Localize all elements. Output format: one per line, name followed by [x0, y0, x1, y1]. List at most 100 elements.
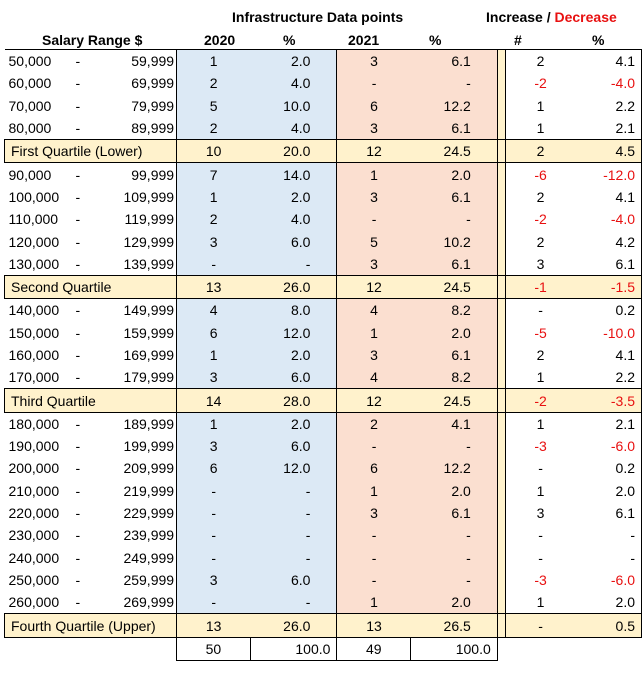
count-2020: 14	[176, 388, 251, 413]
range-dash: -	[75, 415, 81, 432]
pct-2021: -	[410, 546, 498, 569]
count-2021: -	[336, 208, 411, 231]
range-high: 79,999	[131, 97, 175, 114]
range-low: 70,000	[8, 97, 52, 114]
count-2021: 3	[336, 343, 411, 367]
table-row: 200,000-209,999 6 12.0 6 12.2-0.2	[5, 457, 642, 480]
table-row: 180,000-189,999 1 2.0 2 4.1 1 2.1	[5, 412, 642, 436]
count-2020: 13	[176, 274, 251, 300]
change-pct: -	[575, 524, 642, 547]
spacer-column	[497, 412, 506, 436]
range-high: 139,999	[123, 255, 175, 272]
pct-2020: 8.0	[250, 298, 337, 322]
pct-2020: 12.0	[250, 457, 337, 480]
range-high: 259,999	[123, 571, 175, 588]
range-high: 219,999	[123, 482, 175, 499]
range-low: 90,000	[8, 166, 52, 183]
range-dash: -	[75, 211, 81, 228]
range-high: 269,999	[123, 594, 175, 611]
change-count: 2	[536, 233, 545, 250]
change-pct: -	[575, 546, 642, 569]
range-high: 109,999	[123, 188, 175, 205]
count-2021: -	[336, 568, 411, 592]
change-count: 2	[505, 49, 576, 73]
count-2021: 4	[336, 366, 411, 389]
salary-table-body: 50,000-59,999 1 2.0 3 6.1 2 4.1 60,000-69,999 2 4…	[3, 49, 642, 662]
pct-2021: 10.2	[410, 230, 498, 253]
pct-2021: -	[410, 72, 498, 95]
count-2021: 6	[336, 94, 411, 117]
change-count: -1	[505, 274, 576, 300]
count-2021: 12	[336, 274, 411, 300]
change-pct: 4.2	[575, 230, 642, 253]
count-2021: -	[336, 546, 411, 569]
pct-2021: 24.5	[410, 388, 498, 413]
change-pct: 2.2	[575, 94, 642, 117]
pct-2020: 20.0	[250, 139, 337, 164]
pct-2021: 4.1	[410, 412, 498, 436]
spacer-column	[497, 388, 506, 413]
salary-range-header: Salary Range $	[42, 32, 143, 48]
table-row: 60,000-69,999 2 4.0- - -2 -4.0	[5, 72, 642, 95]
decrease-label: Decrease	[554, 9, 617, 25]
header-2020: 2020	[204, 32, 236, 48]
count-2021: 5	[336, 230, 411, 253]
count-2021: 12	[336, 388, 411, 413]
change-count: 2	[536, 347, 545, 363]
change-pct: 2.1	[575, 412, 642, 436]
range-high: 59,999	[87, 49, 177, 73]
range-high: 249,999	[123, 549, 175, 566]
count-2020: 7	[176, 162, 251, 186]
pct-2020: -	[250, 501, 337, 525]
pct-2020: -	[250, 252, 337, 276]
table-row: 50,000-59,999 1 2.0 3 6.1 2 4.1	[4, 49, 642, 73]
pct-2020: -	[250, 546, 337, 569]
count-2021: 1	[336, 321, 411, 344]
change-count: 1	[536, 120, 545, 137]
change-count: -5	[534, 324, 547, 341]
count-2021: 4	[336, 298, 411, 322]
pct-2021: 12.2	[410, 94, 498, 117]
count-2020: -	[176, 546, 251, 569]
spacer-column	[497, 479, 506, 502]
range-dash: -	[75, 302, 81, 319]
count-2020: -	[176, 479, 251, 502]
change-count: 1	[536, 594, 545, 611]
change-count: 3	[536, 505, 545, 522]
range-high: 189,999	[123, 415, 175, 432]
header-change-pct: %	[592, 32, 605, 48]
pct-2020: -	[250, 591, 337, 614]
spacer-column	[497, 501, 506, 525]
change-pct: 4.5	[575, 139, 642, 164]
range-dash: -	[75, 369, 81, 386]
pct-2021: 6.1	[410, 49, 498, 73]
quartile-label: Third Quartile	[3, 388, 177, 413]
change-count: 1	[536, 97, 545, 114]
spacer-column	[497, 435, 506, 458]
header-2021: 2021	[348, 32, 380, 48]
range-low: 110,000	[8, 211, 59, 228]
range-low: 140,000	[8, 302, 60, 319]
quartile-label: Second Quartile	[3, 274, 177, 300]
quartile-row: Fourth Quartile (Upper) 13 26.0 13 26.5-0.5	[3, 613, 642, 638]
pct-2020: 26.0	[250, 613, 337, 638]
range-dash: -	[75, 233, 81, 250]
change-pct: 6.1	[575, 501, 642, 525]
pct-2021: 24.5	[410, 139, 498, 164]
range-high: 119,999	[124, 211, 175, 228]
spacer-column	[497, 568, 506, 592]
range-dash: -	[75, 571, 81, 588]
spacer-column	[497, 162, 506, 186]
increase-label: Increase	[486, 9, 543, 25]
pct-2021: 2.0	[410, 162, 498, 186]
range-dash: -	[75, 438, 81, 455]
header-slash: /	[542, 9, 555, 25]
table-row: 160,000- 169,999 1 2.0 3 6.1 2 4.1	[5, 343, 642, 367]
range-low: 210,000	[8, 482, 60, 499]
spacer-column	[497, 524, 506, 547]
range-high: 159,999	[123, 324, 175, 341]
range-dash: -	[75, 166, 81, 183]
pct-2021: -	[410, 208, 498, 231]
table-row: 240,000-249,999- - - - - -	[5, 546, 642, 569]
pct-2021: 6.1	[410, 252, 498, 276]
